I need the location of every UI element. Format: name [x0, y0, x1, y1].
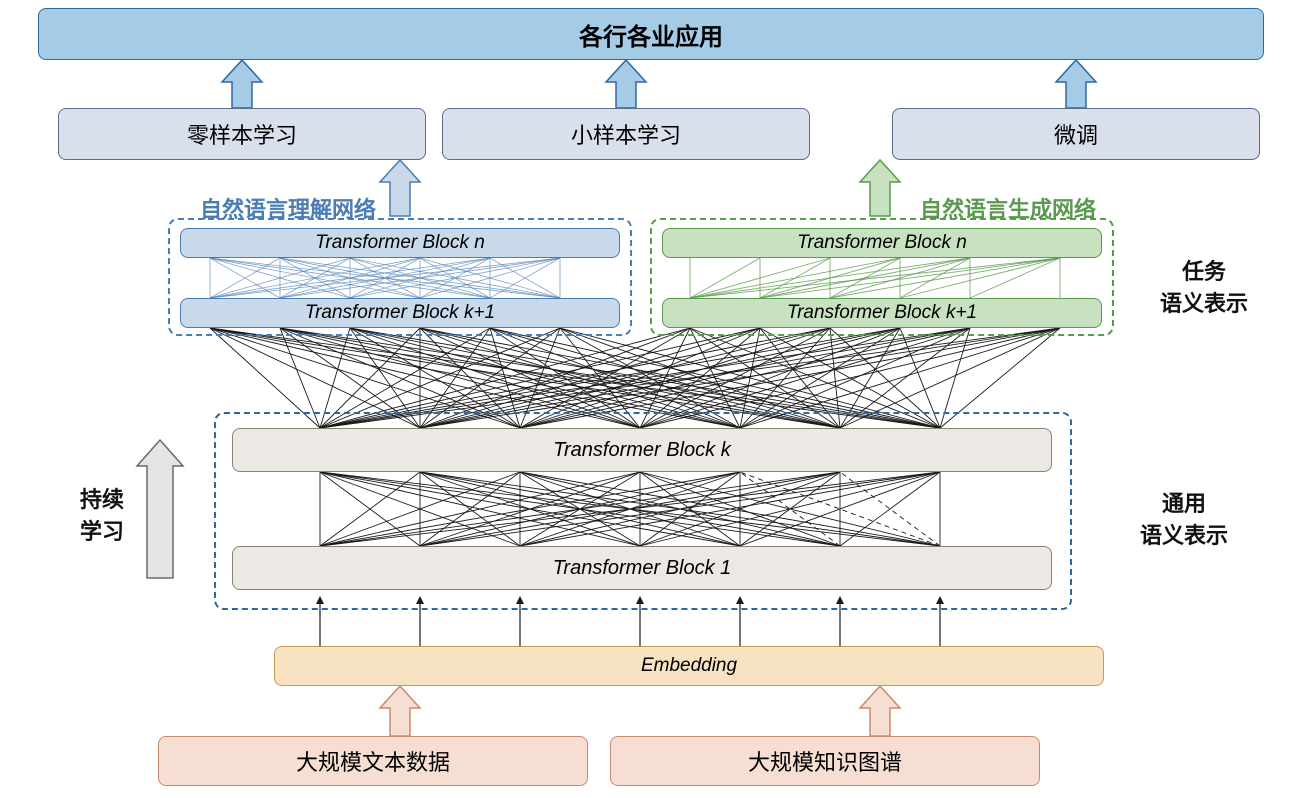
transformer-block-1: Transformer Block 1 — [232, 546, 1052, 590]
nlu-block-n-label: Transformer Block n — [315, 232, 485, 254]
continual-learning-label: 持续 学习 — [80, 482, 124, 546]
transformer-block-1-label: Transformer Block 1 — [553, 557, 732, 580]
embedding-label: Embedding — [641, 655, 737, 677]
applications-label: 各行各业应用 — [579, 17, 723, 52]
nlg-block-k1-label: Transformer Block k+1 — [787, 302, 977, 324]
nlu-block-k1: Transformer Block k+1 — [180, 298, 620, 328]
input-text-data-label: 大规模文本数据 — [296, 745, 450, 777]
finetune-label: 微调 — [1054, 118, 1098, 150]
nlg-block-n: Transformer Block n — [662, 228, 1102, 258]
input-knowledge-graph-box: 大规模知识图谱 — [610, 736, 1040, 786]
transformer-block-k: Transformer Block k — [232, 428, 1052, 472]
zero-shot-label: 零样本学习 — [187, 118, 297, 150]
few-shot-box: 小样本学习 — [442, 108, 810, 160]
input-knowledge-graph-label: 大规模知识图谱 — [748, 745, 902, 777]
task-repr-label: 任务 语义表示 — [1160, 254, 1248, 318]
nlu-network-title: 自然语言理解网络 — [200, 192, 376, 224]
nlg-block-k1: Transformer Block k+1 — [662, 298, 1102, 328]
applications-box: 各行各业应用 — [38, 8, 1264, 60]
zero-shot-box: 零样本学习 — [58, 108, 426, 160]
few-shot-label: 小样本学习 — [571, 118, 681, 150]
nlg-network-title: 自然语言生成网络 — [920, 192, 1096, 224]
transformer-block-k-label: Transformer Block k — [553, 439, 730, 462]
embedding-box: Embedding — [274, 646, 1104, 686]
finetune-box: 微调 — [892, 108, 1260, 160]
nlg-block-n-label: Transformer Block n — [797, 232, 967, 254]
general-repr-label: 通用 语义表示 — [1140, 486, 1228, 550]
input-text-data-box: 大规模文本数据 — [158, 736, 588, 786]
nlu-block-n: Transformer Block n — [180, 228, 620, 258]
nlu-block-k1-label: Transformer Block k+1 — [305, 302, 495, 324]
